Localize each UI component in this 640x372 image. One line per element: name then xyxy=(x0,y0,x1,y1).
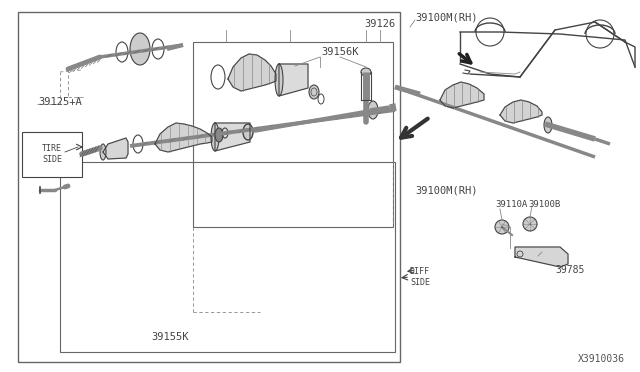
Text: TIRE
SIDE: TIRE SIDE xyxy=(42,144,62,164)
Polygon shape xyxy=(228,54,276,91)
Bar xyxy=(18,12,400,362)
Text: 39110A: 39110A xyxy=(495,199,527,208)
Ellipse shape xyxy=(275,64,283,96)
Polygon shape xyxy=(155,123,212,152)
Ellipse shape xyxy=(361,68,371,76)
Polygon shape xyxy=(515,247,568,267)
Text: DIFF
SIDE: DIFF SIDE xyxy=(410,267,430,287)
Ellipse shape xyxy=(309,85,319,99)
Polygon shape xyxy=(279,64,308,96)
Ellipse shape xyxy=(368,101,378,119)
Ellipse shape xyxy=(130,33,150,65)
Polygon shape xyxy=(500,100,542,123)
Text: 39100B: 39100B xyxy=(528,199,560,208)
Text: X3910036: X3910036 xyxy=(578,354,625,364)
Ellipse shape xyxy=(211,123,219,151)
Text: 39100M(RH): 39100M(RH) xyxy=(415,12,477,22)
Ellipse shape xyxy=(544,117,552,133)
Polygon shape xyxy=(440,82,484,108)
Ellipse shape xyxy=(243,124,253,140)
Bar xyxy=(22,132,82,177)
Circle shape xyxy=(523,217,537,231)
Bar xyxy=(60,162,395,352)
Text: 39156K: 39156K xyxy=(321,47,359,57)
Bar xyxy=(193,42,393,227)
Text: 39785: 39785 xyxy=(555,265,584,275)
Circle shape xyxy=(495,220,509,234)
Polygon shape xyxy=(103,138,128,159)
Text: 39125+A: 39125+A xyxy=(38,97,82,107)
Text: 39155K: 39155K xyxy=(151,332,189,342)
Polygon shape xyxy=(215,123,250,151)
Ellipse shape xyxy=(215,128,223,142)
Ellipse shape xyxy=(100,144,106,160)
Text: 39100M(RH): 39100M(RH) xyxy=(415,185,477,195)
Text: 39126: 39126 xyxy=(364,19,396,29)
